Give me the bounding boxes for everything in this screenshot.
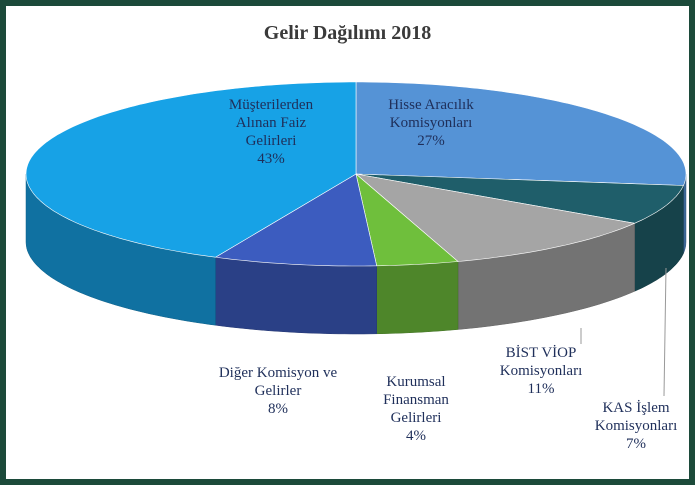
slice [25,81,357,258]
slice [214,173,378,267]
value-label: 27% [417,133,445,149]
slice-label: BİST VİOP Komisyonları 11% [481,344,601,398]
slice [355,173,684,224]
chart-title: Gelir Dağılımı 2018 [263,22,432,44]
slice-side [215,256,377,335]
value-label: 7% [626,436,646,452]
slice-sides [25,173,687,335]
slice-label: Diğer Komisyon ve Gelirler 8% [218,364,338,418]
slice [354,173,636,262]
slice-tops [25,81,687,267]
leader-line [663,267,667,397]
slice [355,81,687,186]
slice-side [376,261,459,335]
slice [355,173,459,267]
category-label: BİST VİOP Komisyonları [499,345,583,379]
value-label: 4% [406,428,426,444]
category-label: Müşterilerden Alınan Faiz Gelirleri [228,97,314,149]
category-label: KAS İşlem Komisyonları [594,400,678,434]
slice-label: Kurumsal Finansman Gelirleri 4% [356,373,476,445]
slice-label: KAS İşlem Komisyonları 7% [576,399,689,453]
value-label: 43% [257,151,285,167]
slice-label: Müşterilerden Alınan Faiz Gelirleri 43% [211,96,331,168]
slice-label: Hisse Aracılık Komisyonları 27% [371,96,491,150]
plot [25,81,687,397]
value-label: 8% [268,401,288,417]
category-label: Diğer Komisyon ve Gelirler [218,365,338,399]
category-label: Hisse Aracılık Komisyonları [388,97,474,131]
value-label: 11% [527,381,555,397]
slice-side [683,173,687,254]
category-label: Kurumsal Finansman Gelirleri [383,374,449,426]
